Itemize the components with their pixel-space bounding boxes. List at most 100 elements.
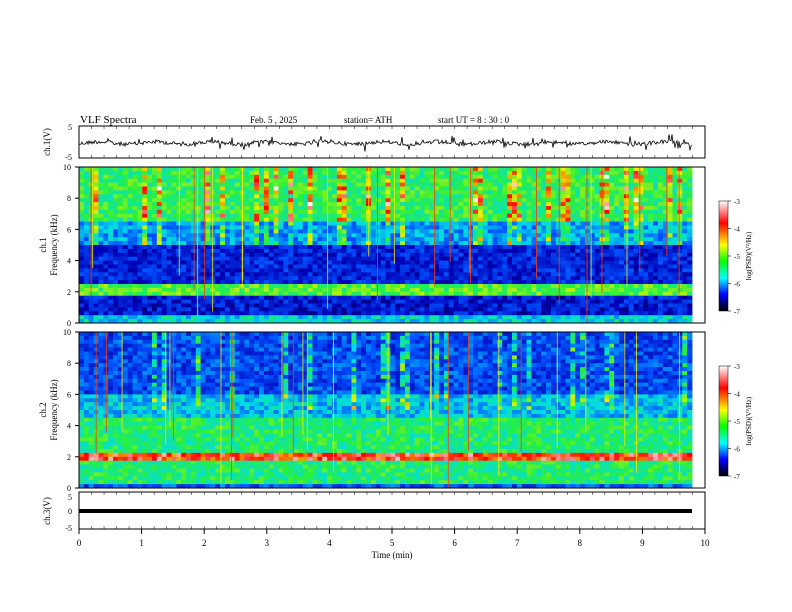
spectrogram-cell (565, 256, 571, 261)
spectrogram-cell (546, 209, 552, 215)
spectrogram-cell (302, 276, 309, 281)
spectrogram-cell (117, 202, 124, 207)
spectrogram-cell (288, 198, 294, 203)
spectrogram-cell (409, 256, 416, 261)
spectrogram-cell (536, 264, 542, 269)
spectrogram-cell (98, 194, 104, 199)
spectrogram-cell (541, 241, 547, 246)
spectrogram-cell (458, 233, 464, 238)
spectrogram-cell (443, 167, 450, 172)
spectrogram-cell (619, 256, 625, 261)
spectrogram-cell (312, 237, 318, 242)
spectrogram-cell (492, 280, 498, 285)
spectrogram-cell (113, 202, 119, 207)
spectrogram-cell (273, 260, 279, 265)
spectrogram-cell (424, 268, 430, 273)
spectrogram-cell (293, 217, 299, 222)
spectrogram-cell (575, 284, 581, 289)
spectrogram-cell (560, 245, 566, 250)
spectrogram-cell (516, 213, 523, 219)
spectrogram-cell (370, 260, 377, 265)
spectrogram-cell (117, 178, 124, 183)
spectrogram-cell (526, 221, 532, 226)
spectrogram-cell (682, 229, 688, 234)
spectrogram-cell (259, 225, 265, 230)
spectrogram-cell (380, 260, 386, 265)
spectrogram-cell (516, 229, 523, 234)
spectrogram-cell (385, 260, 391, 265)
spectrogram-cell (584, 209, 591, 215)
spectrogram-cell (662, 284, 669, 289)
spectrogram-cell (565, 209, 571, 215)
spectrogram-cell (667, 264, 673, 269)
spectrogram-cell (604, 268, 610, 273)
spectrogram-cell (633, 190, 639, 195)
spectrogram-cell (677, 194, 683, 199)
spectrogram-cell (487, 213, 493, 219)
spectrogram-cell (370, 299, 377, 304)
spectrogram-cell (215, 190, 221, 195)
spectrogram-cell (672, 248, 678, 254)
spectrogram-cell (307, 280, 313, 285)
spectrogram-cell (657, 241, 664, 246)
spectrogram-cell (453, 260, 459, 265)
spectrogram-cell (229, 237, 236, 242)
spectrogram-cell (385, 206, 391, 211)
spectrogram-cell (200, 217, 206, 222)
spectrogram-cell (555, 248, 562, 254)
spectrogram-cell (453, 252, 459, 258)
spectrogram-cell (127, 319, 133, 324)
spectrogram-cell (628, 311, 635, 316)
spectrogram-cell (317, 272, 323, 277)
spectrogram-cell (584, 221, 591, 226)
spectrogram-cell (380, 287, 386, 293)
spectrogram-cell (414, 178, 420, 183)
spectrogram-cell (380, 174, 386, 180)
spectrogram-cell (249, 217, 255, 222)
spectrogram-cell (117, 307, 124, 312)
spectrogram-cell (453, 167, 459, 172)
spectrogram-cell (429, 264, 435, 269)
spectrogram-cell (546, 241, 552, 246)
spectrogram-cell (570, 264, 576, 269)
spectrogram-cell (249, 307, 255, 312)
spectrogram-cell (492, 311, 498, 316)
spectrogram-cell (190, 307, 197, 312)
spectrogram-cell (244, 291, 250, 297)
spectrogram-cell (473, 272, 479, 277)
spectrogram-cell (186, 170, 192, 176)
spectrogram-cell (560, 303, 566, 308)
spectrogram-cell (263, 241, 270, 246)
spectrogram-cell (492, 315, 498, 320)
spectrogram-cell (351, 233, 357, 238)
spectrogram-cell (186, 252, 192, 258)
spectrogram-cell (224, 174, 231, 180)
spectrogram-cell (570, 241, 576, 246)
spectrogram-cell (370, 233, 377, 238)
spectrogram-cell (195, 202, 202, 207)
spectrogram-cell (653, 221, 659, 226)
spectrogram-cell (356, 284, 362, 289)
spectrogram-cell (453, 284, 459, 289)
spectrogram-cell (628, 217, 635, 222)
spectrogram-cell (502, 319, 508, 324)
spectrogram-cell (385, 190, 391, 195)
spectrogram-cell (278, 202, 284, 207)
spectrogram-cell (356, 182, 362, 187)
spectrogram-cell (609, 295, 615, 300)
spectrogram-cell (142, 287, 148, 293)
spectrogram-cell (458, 209, 464, 215)
spectrogram-cell (79, 264, 85, 269)
spectrogram-cell (283, 178, 289, 183)
spectrogram-cell (302, 268, 309, 273)
spectrogram-cell (580, 178, 586, 183)
spectrogram-cell (331, 307, 338, 312)
spectrogram-cell (516, 217, 523, 222)
spectrogram-cell (682, 217, 688, 222)
spectrogram-cell (288, 248, 294, 254)
spectrogram-cell (351, 190, 357, 195)
spectrogram-cell (181, 167, 187, 172)
spectrogram-cell (482, 264, 489, 269)
spectrogram-cell (502, 280, 508, 285)
spectrogram-cell (594, 245, 600, 250)
